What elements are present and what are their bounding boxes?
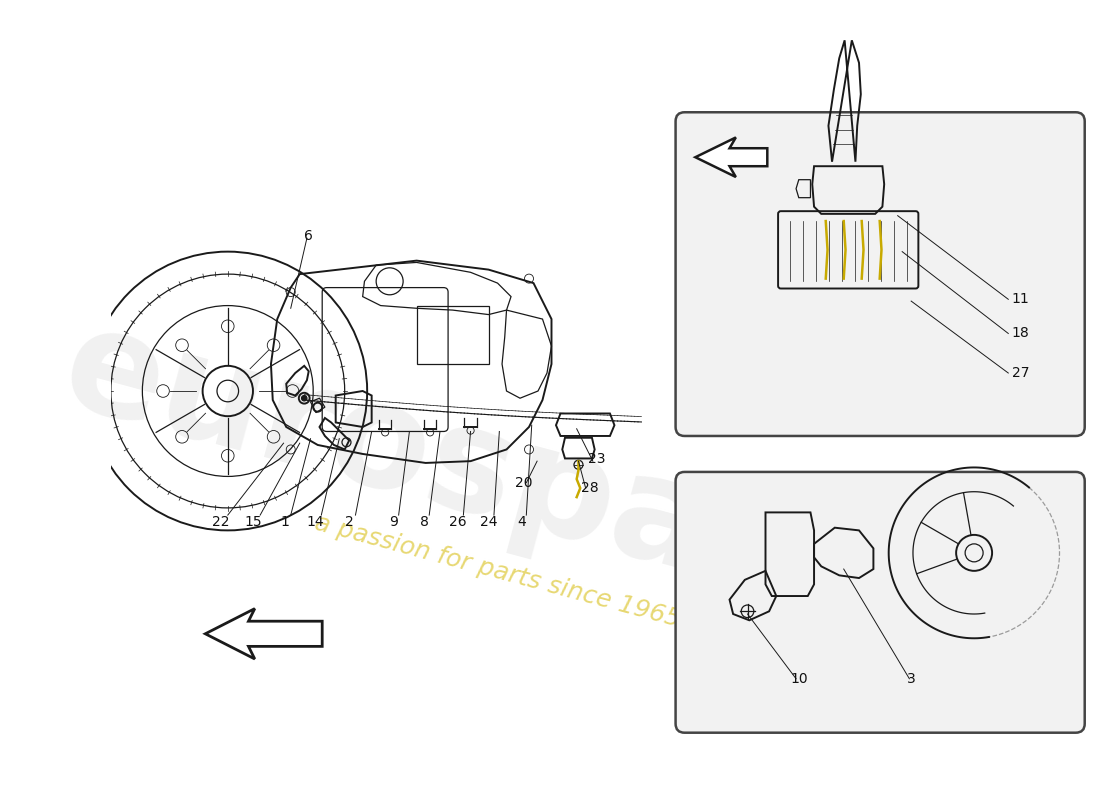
- Text: 26: 26: [449, 515, 466, 530]
- Text: 11: 11: [1012, 292, 1030, 306]
- Text: 10: 10: [791, 672, 808, 686]
- Text: a passion for parts since 1965: a passion for parts since 1965: [312, 510, 683, 631]
- Text: 2: 2: [344, 515, 353, 530]
- Text: 15: 15: [244, 515, 262, 530]
- Text: 27: 27: [1012, 366, 1030, 380]
- Text: 4: 4: [517, 515, 526, 530]
- Text: 24: 24: [480, 515, 497, 530]
- Text: 8: 8: [420, 515, 429, 530]
- Text: 23: 23: [587, 452, 605, 466]
- Text: 22: 22: [212, 515, 229, 530]
- Text: eurospare: eurospare: [48, 296, 892, 648]
- Polygon shape: [206, 609, 322, 659]
- Text: 14: 14: [306, 515, 323, 530]
- Circle shape: [301, 395, 307, 401]
- Text: 18: 18: [1012, 326, 1030, 341]
- Text: 20: 20: [515, 476, 532, 490]
- FancyBboxPatch shape: [675, 472, 1085, 733]
- Text: 6: 6: [305, 230, 314, 243]
- FancyBboxPatch shape: [675, 112, 1085, 436]
- Text: 9: 9: [388, 515, 398, 530]
- Polygon shape: [695, 138, 768, 177]
- Text: 28: 28: [581, 481, 600, 495]
- Text: 3: 3: [906, 672, 915, 686]
- Text: 1: 1: [280, 515, 289, 530]
